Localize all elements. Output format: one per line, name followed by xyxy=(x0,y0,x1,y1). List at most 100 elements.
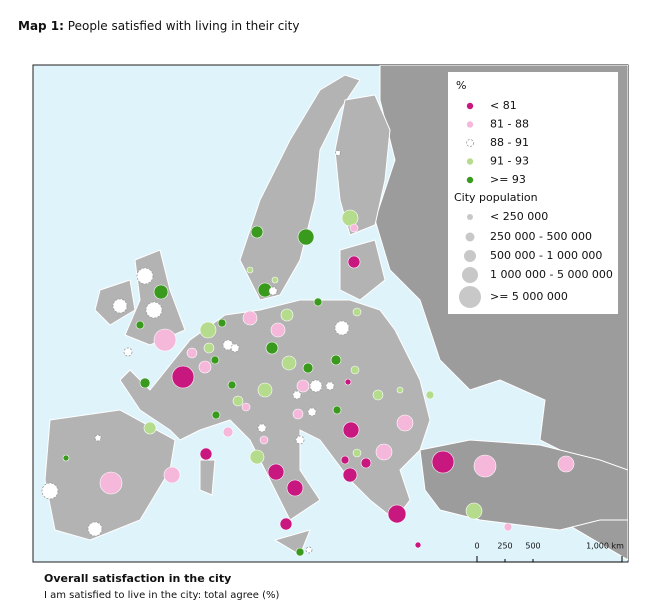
city-marker xyxy=(210,355,220,365)
city-marker xyxy=(139,377,151,389)
legend-label: 88 - 91 xyxy=(490,136,529,149)
city-marker xyxy=(199,447,213,461)
scale-line xyxy=(476,556,623,563)
size-label: 250 000 - 500 000 xyxy=(490,230,592,243)
sardinia xyxy=(199,459,216,496)
city-marker xyxy=(246,266,254,274)
city-marker xyxy=(227,380,237,390)
city-marker xyxy=(292,408,304,420)
city-marker xyxy=(296,379,310,393)
city-marker xyxy=(503,522,513,532)
city-marker xyxy=(171,365,195,389)
city-marker xyxy=(387,504,407,524)
legend-title: % xyxy=(456,79,466,92)
city-marker xyxy=(267,463,285,481)
scale-bar xyxy=(476,556,623,563)
city-marker xyxy=(313,297,323,307)
size-label: < 250 000 xyxy=(490,210,548,223)
city-marker xyxy=(465,502,483,520)
city-marker xyxy=(332,405,342,415)
legend-label: >= 93 xyxy=(490,173,526,186)
city-marker xyxy=(295,547,305,557)
city-marker xyxy=(396,386,404,394)
city-marker xyxy=(466,102,474,110)
city-marker xyxy=(281,355,297,371)
city-marker xyxy=(62,454,70,462)
footer-subtitle: I am satisfied to live in the city: tota… xyxy=(44,590,280,601)
city-marker xyxy=(352,448,362,458)
city-marker xyxy=(342,421,360,439)
size-symbol xyxy=(467,214,473,220)
size-symbol xyxy=(462,267,478,283)
size-label: >= 5 000 000 xyxy=(490,290,568,303)
city-marker xyxy=(265,341,279,355)
city-marker xyxy=(330,354,342,366)
scale-label: 500 xyxy=(525,542,540,551)
city-marker xyxy=(87,521,103,537)
city-marker xyxy=(342,467,358,483)
size-title: City population xyxy=(454,191,538,204)
legend-label: 91 - 93 xyxy=(490,155,529,168)
city-marker xyxy=(250,225,264,239)
city-marker xyxy=(414,541,422,549)
city-marker xyxy=(123,347,133,357)
city-marker xyxy=(360,457,372,469)
scandinavia xyxy=(239,74,361,301)
footer-title: Overall satisfaction in the city xyxy=(44,572,231,585)
city-marker xyxy=(99,471,123,495)
cities xyxy=(41,150,575,557)
city-marker xyxy=(466,176,474,184)
city-marker xyxy=(352,307,362,317)
city-marker xyxy=(199,321,217,339)
city-marker xyxy=(349,223,359,233)
city-marker xyxy=(222,426,234,438)
city-marker xyxy=(163,466,181,484)
city-marker xyxy=(431,450,455,474)
city-marker xyxy=(341,209,359,227)
city-marker xyxy=(230,343,240,353)
size-label: 500 000 - 1 000 000 xyxy=(490,249,602,262)
city-marker xyxy=(350,365,360,375)
city-marker xyxy=(425,390,435,400)
city-marker xyxy=(466,157,474,166)
size-label: 1 000 000 - 5 000 000 xyxy=(490,268,613,281)
size-symbol xyxy=(464,250,476,262)
legend: < 81 81 - 88 88 - 91 91 - 93 >= 93 < 250 000 2… xyxy=(459,99,613,308)
city-marker xyxy=(41,482,59,500)
size-symbol xyxy=(465,232,475,242)
city-marker xyxy=(557,455,575,473)
scale-label: 1,000 km xyxy=(586,542,624,551)
city-marker xyxy=(145,301,163,319)
city-marker xyxy=(340,455,350,465)
city-marker xyxy=(203,342,215,354)
city-marker xyxy=(217,318,227,328)
baltics xyxy=(339,239,386,301)
city-marker xyxy=(153,328,177,352)
city-marker xyxy=(396,414,414,432)
city-marker xyxy=(153,284,169,300)
city-marker xyxy=(280,308,294,322)
city-marker xyxy=(335,150,341,156)
city-marker xyxy=(309,379,323,393)
city-marker xyxy=(325,381,335,391)
city-marker xyxy=(279,517,293,531)
scale-labels: 0 250 500 1,000 km xyxy=(474,542,624,551)
city-marker xyxy=(292,390,302,400)
city-marker xyxy=(473,454,497,478)
city-marker xyxy=(268,286,278,296)
size-symbol xyxy=(459,286,481,308)
city-marker xyxy=(241,402,251,412)
city-marker xyxy=(466,139,474,147)
city-marker xyxy=(347,255,361,269)
legend-label: < 81 xyxy=(490,99,517,112)
scale-label: 0 xyxy=(474,542,479,551)
city-marker xyxy=(242,310,258,326)
city-marker xyxy=(297,228,315,246)
city-marker xyxy=(186,347,198,359)
city-marker xyxy=(94,434,102,442)
city-marker xyxy=(249,449,265,465)
city-marker xyxy=(270,322,286,338)
city-marker xyxy=(143,421,157,435)
finland xyxy=(334,94,391,236)
